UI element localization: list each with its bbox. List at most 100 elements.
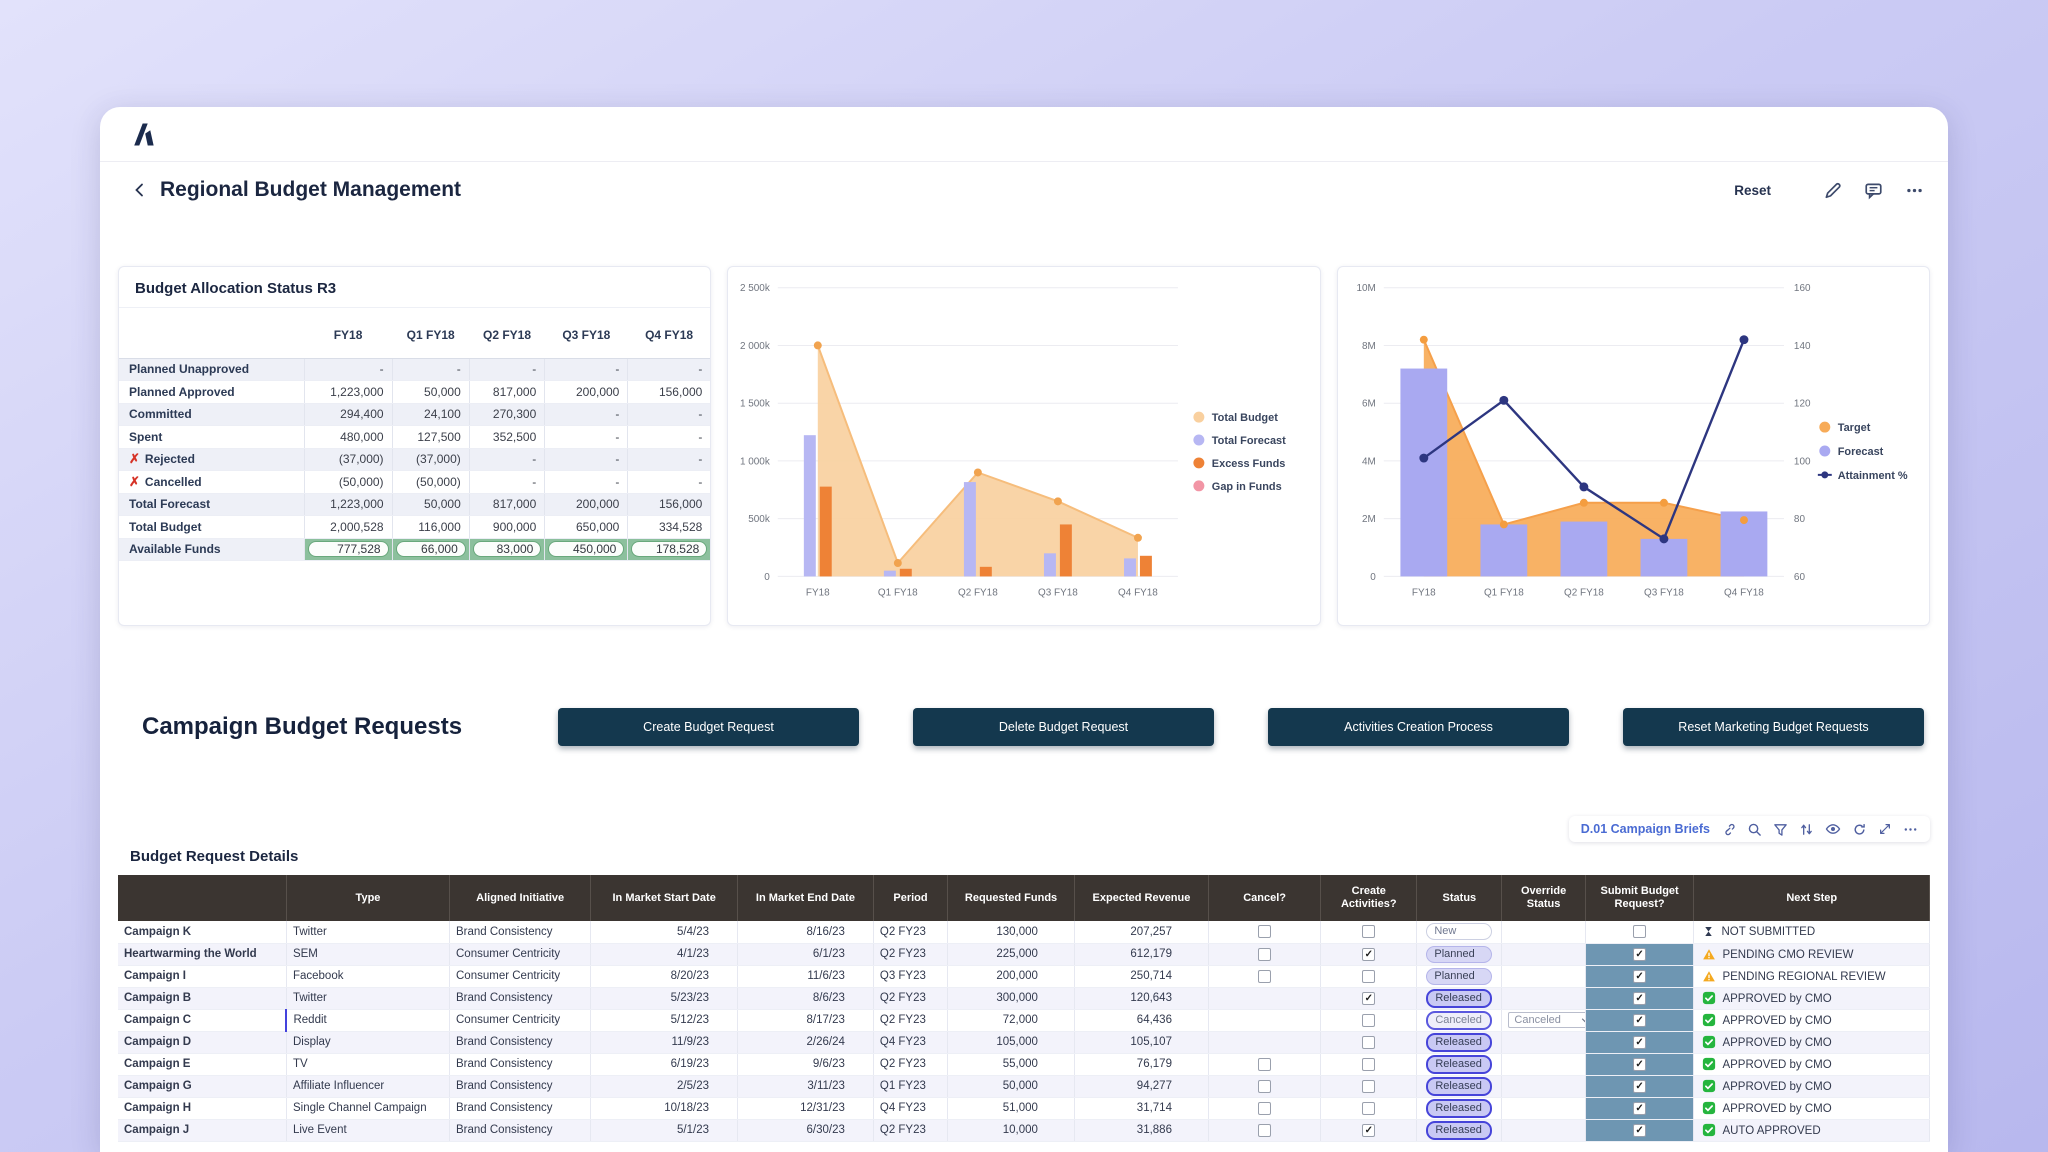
requested-funds-cell[interactable]: 72,000 xyxy=(947,1009,1075,1032)
checkbox[interactable] xyxy=(1362,1079,1376,1093)
requested-funds-cell[interactable]: 50,000 xyxy=(947,1075,1075,1098)
cancel-cell[interactable] xyxy=(1208,987,1322,1010)
allocation-cell[interactable]: 50,000 xyxy=(391,493,470,516)
checkbox[interactable] xyxy=(1362,991,1376,1005)
allocation-cell[interactable]: - xyxy=(468,448,545,471)
delete-budget-request-button[interactable]: Delete Budget Request xyxy=(913,708,1214,746)
submit-budget-request-cell[interactable] xyxy=(1585,1009,1695,1032)
end-date-cell[interactable]: 9/6/23 xyxy=(737,1053,874,1076)
next-step-cell[interactable]: PENDING CMO REVIEW xyxy=(1693,943,1930,966)
refresh-icon[interactable] xyxy=(1852,822,1867,837)
cancel-cell[interactable] xyxy=(1208,1075,1322,1098)
campaign-name-cell[interactable]: Campaign H xyxy=(118,1097,287,1120)
details-col-header[interactable]: Period xyxy=(873,875,949,921)
campaign-name-cell[interactable]: Campaign K xyxy=(118,921,287,944)
submit-budget-request-cell[interactable] xyxy=(1585,1031,1695,1054)
more-icon[interactable] xyxy=(1903,822,1918,837)
aligned-initiative-cell[interactable]: Consumer Centricity xyxy=(449,943,592,966)
link-icon[interactable] xyxy=(1721,822,1736,837)
end-date-cell[interactable]: 11/6/23 xyxy=(737,965,874,988)
allocation-cell[interactable]: - xyxy=(391,358,470,381)
allocation-cell[interactable]: - xyxy=(627,448,711,471)
details-col-header[interactable]: Submit Budget Request? xyxy=(1585,875,1695,921)
aligned-initiative-cell[interactable]: Consumer Centricity xyxy=(449,965,592,988)
cancel-cell[interactable] xyxy=(1208,943,1322,966)
allocation-cell[interactable]: 50,000 xyxy=(391,380,470,404)
allocation-cell[interactable]: - xyxy=(627,358,711,381)
aligned-initiative-cell[interactable]: Brand Consistency xyxy=(449,1053,592,1076)
status-cell[interactable]: Planned xyxy=(1416,965,1503,988)
allocation-cell[interactable]: (50,000) xyxy=(391,470,470,494)
start-date-cell[interactable]: 4/1/23 xyxy=(590,943,739,966)
details-col-header[interactable]: Expected Revenue xyxy=(1074,875,1209,921)
aligned-initiative-cell[interactable]: Brand Consistency xyxy=(449,1119,592,1142)
cancel-cell[interactable] xyxy=(1208,965,1322,988)
more-icon[interactable] xyxy=(1905,181,1924,200)
details-col-header[interactable]: In Market End Date xyxy=(737,875,874,921)
allocation-cell[interactable]: 817,000 xyxy=(468,380,545,404)
override-status-cell[interactable] xyxy=(1501,1031,1586,1054)
period-cell[interactable]: Q2 FY23 xyxy=(873,1053,949,1076)
requested-funds-cell[interactable]: 55,000 xyxy=(947,1053,1075,1076)
eye-icon[interactable] xyxy=(1825,821,1841,837)
allocation-cell[interactable]: (37,000) xyxy=(303,448,393,471)
type-cell[interactable]: Affiliate Influencer xyxy=(286,1075,451,1098)
checkbox[interactable] xyxy=(1362,1101,1376,1115)
type-cell[interactable]: SEM xyxy=(286,943,451,966)
allocation-cell[interactable]: 480,000 xyxy=(303,425,393,449)
period-cell[interactable]: Q4 FY23 xyxy=(873,1097,949,1120)
next-step-cell[interactable]: NOT SUBMITTED xyxy=(1693,921,1930,944)
start-date-cell[interactable]: 2/5/23 xyxy=(590,1075,739,1098)
cancel-cell[interactable] xyxy=(1208,921,1322,944)
allocation-cell[interactable]: 450,000 xyxy=(544,537,628,561)
expected-revenue-cell[interactable]: 76,179 xyxy=(1074,1053,1209,1076)
period-cell[interactable]: Q2 FY23 xyxy=(873,921,949,944)
allocation-cell[interactable]: 200,000 xyxy=(544,380,628,404)
requested-funds-cell[interactable]: 10,000 xyxy=(947,1119,1075,1142)
aligned-initiative-cell[interactable]: Consumer Centricity xyxy=(449,1009,592,1032)
override-status-cell[interactable] xyxy=(1501,1097,1586,1120)
allocation-cell[interactable]: 334,528 xyxy=(627,515,711,539)
override-status-cell[interactable] xyxy=(1501,1053,1586,1076)
checkbox[interactable] xyxy=(1258,1101,1272,1115)
create-activities-cell[interactable] xyxy=(1320,965,1418,988)
next-step-cell[interactable]: APPROVED by CMO xyxy=(1693,987,1930,1010)
start-date-cell[interactable]: 5/1/23 xyxy=(590,1119,739,1142)
details-col-header[interactable]: Create Activities? xyxy=(1320,875,1418,921)
checkbox[interactable] xyxy=(1633,991,1647,1005)
end-date-cell[interactable]: 8/16/23 xyxy=(737,921,874,944)
start-date-cell[interactable]: 5/23/23 xyxy=(590,987,739,1010)
checkbox[interactable] xyxy=(1258,925,1272,939)
end-date-cell[interactable]: 3/11/23 xyxy=(737,1075,874,1098)
allocation-cell[interactable]: 1,223,000 xyxy=(303,493,393,516)
create-budget-request-button[interactable]: Create Budget Request xyxy=(558,708,859,746)
expected-revenue-cell[interactable]: 105,107 xyxy=(1074,1031,1209,1054)
allocation-cell[interactable]: - xyxy=(468,358,545,381)
override-status-cell[interactable] xyxy=(1501,987,1586,1010)
create-activities-cell[interactable] xyxy=(1320,987,1418,1010)
create-activities-cell[interactable] xyxy=(1320,1053,1418,1076)
period-cell[interactable]: Q2 FY23 xyxy=(873,1119,949,1142)
allocation-cell[interactable]: 178,528 xyxy=(627,537,711,561)
override-status-cell[interactable] xyxy=(1501,965,1586,988)
activities-creation-process-button[interactable]: Activities Creation Process xyxy=(1268,708,1569,746)
next-step-cell[interactable]: PENDING REGIONAL REVIEW xyxy=(1693,965,1930,988)
checkbox[interactable] xyxy=(1362,969,1376,983)
type-cell[interactable]: Display xyxy=(286,1031,451,1054)
details-col-header[interactable]: Status xyxy=(1416,875,1503,921)
requested-funds-cell[interactable]: 51,000 xyxy=(947,1097,1075,1120)
end-date-cell[interactable]: 12/31/23 xyxy=(737,1097,874,1120)
start-date-cell[interactable]: 8/20/23 xyxy=(590,965,739,988)
allocation-cell[interactable]: 352,500 xyxy=(468,425,545,449)
override-status-cell[interactable] xyxy=(1501,943,1586,966)
allocation-cell[interactable]: 156,000 xyxy=(627,380,711,404)
checkbox[interactable] xyxy=(1258,1123,1272,1137)
allocation-cell[interactable]: (37,000) xyxy=(391,448,470,471)
allocation-cell[interactable]: 156,000 xyxy=(627,493,711,516)
allocation-cell[interactable]: 1,223,000 xyxy=(303,380,393,404)
override-status-cell[interactable]: Canceled xyxy=(1501,1009,1586,1032)
type-cell[interactable]: Single Channel Campaign xyxy=(286,1097,451,1120)
allocation-cell[interactable]: 200,000 xyxy=(544,493,628,516)
period-cell[interactable]: Q2 FY23 xyxy=(873,987,949,1010)
allocation-cell[interactable]: 2,000,528 xyxy=(303,515,393,539)
